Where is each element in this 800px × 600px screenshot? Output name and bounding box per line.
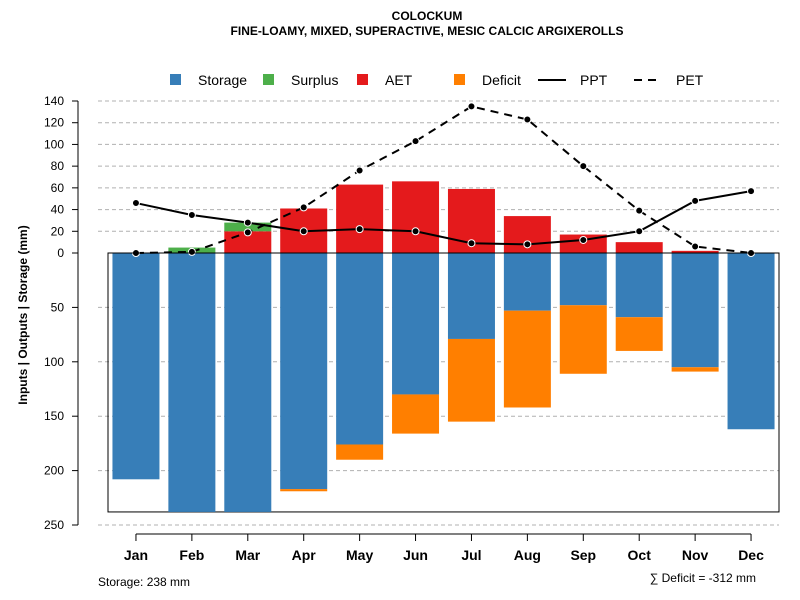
storage-bar [112,253,160,480]
storage-bar [392,253,440,395]
deficit-bar [503,310,551,408]
footer-deficit: ∑ Deficit = -312 mm [650,571,756,585]
ppt-point [411,227,420,236]
storage-bar [559,253,607,306]
pet-point [355,166,364,175]
y-tick-label: 200 [44,464,64,478]
x-tick-label: May [346,547,373,563]
storage-bar [727,253,775,430]
x-tick-label: Jan [124,547,148,563]
y-tick-label: 100 [44,137,64,151]
y-tick-label: 120 [44,116,64,130]
bars-layer [107,181,780,513]
x-tick-label: Sep [570,547,596,563]
y-tick-label: 140 [44,94,64,108]
chart-subtitle: FINE-LOAMY, MIXED, SUPERACTIVE, MESIC CA… [231,24,624,38]
aet-bar [615,242,663,253]
legend-swatch-storage [170,74,181,85]
y-tick-label: 20 [51,224,65,238]
pet-point [411,137,420,146]
y-tick-label: 150 [44,409,64,423]
ppt-point [131,199,140,208]
pet-point [691,242,700,251]
pet-point [579,162,588,171]
x-tick-label: Dec [738,547,764,563]
y-tick-label: 0 [57,246,64,260]
pet-point [635,206,644,215]
deficit-bar [336,444,384,460]
pet-point [243,228,252,237]
deficit-bar [559,305,607,374]
y-tick-label: 80 [51,159,65,173]
x-tick-label: Aug [514,547,541,563]
ppt-point [579,235,588,244]
storage-bar [503,253,551,311]
y-axis-label: Inputs | Outputs | Storage (mm) [16,225,30,404]
deficit-bar [280,489,328,492]
ppt-point [355,225,364,234]
y-tick-label: 250 [44,518,64,532]
storage-bar [336,253,384,445]
deficit-bar [447,338,495,422]
chart-legend: Storage Surplus AET Deficit PPT PET [170,72,704,88]
deficit-bar [615,317,663,351]
legend-swatch-aet [357,74,368,85]
legend-swatch-surplus [263,74,274,85]
storage-bar [224,253,272,512]
storage-bar [615,253,663,318]
aet-bar [392,181,440,253]
ppt-point [635,227,644,236]
legend-label-aet: AET [385,72,413,88]
ppt-point [467,239,476,248]
x-tick-label: Apr [292,547,317,563]
x-tick-label: Oct [628,547,652,563]
legend-label-ppt: PPT [580,72,608,88]
ppt-point [243,218,252,227]
y-tick-label: 40 [51,203,65,217]
chart-title: COLOCKUM [392,9,463,23]
legend-label-storage: Storage [198,72,247,88]
ppt-point [747,187,756,196]
lines-layer [131,102,756,257]
axes-layer: 0 20 40 60 80 100 120 140 50 100 150 200 250 Jan Feb Ma… [44,94,779,563]
legend-label-pet: PET [676,72,704,88]
ppt-point [187,211,196,219]
x-tick-label: Jun [403,547,428,563]
ppt-point [299,227,308,236]
surplus-bar [224,222,272,232]
pet-point [187,247,196,256]
pet-point [467,102,476,111]
y-tick-label: 100 [44,355,64,369]
ppt-line [135,190,752,246]
x-tick-label: Mar [235,547,260,563]
legend-swatch-deficit [454,74,465,85]
y-tick-label: 60 [51,181,65,195]
legend-label-deficit: Deficit [482,72,521,88]
deficit-bar [392,394,440,434]
storage-bar [671,253,719,368]
x-tick-label: Feb [179,547,204,563]
x-tick-label: Nov [682,547,709,563]
legend-label-surplus: Surplus [291,72,338,88]
ppt-point [691,196,700,205]
ppt-point [523,240,532,249]
aet-bar [671,250,719,253]
x-tick-label: Jul [461,547,481,563]
storage-bar [280,253,328,490]
pet-point [299,203,308,212]
y-tick-label: 50 [51,300,65,314]
deficit-bar [671,367,719,372]
pet-line [135,105,752,254]
aet-bar [336,184,384,253]
footer-storage: Storage: 238 mm [98,575,190,589]
pet-point [523,115,532,124]
storage-bar [168,253,216,512]
storage-bar [447,253,495,339]
